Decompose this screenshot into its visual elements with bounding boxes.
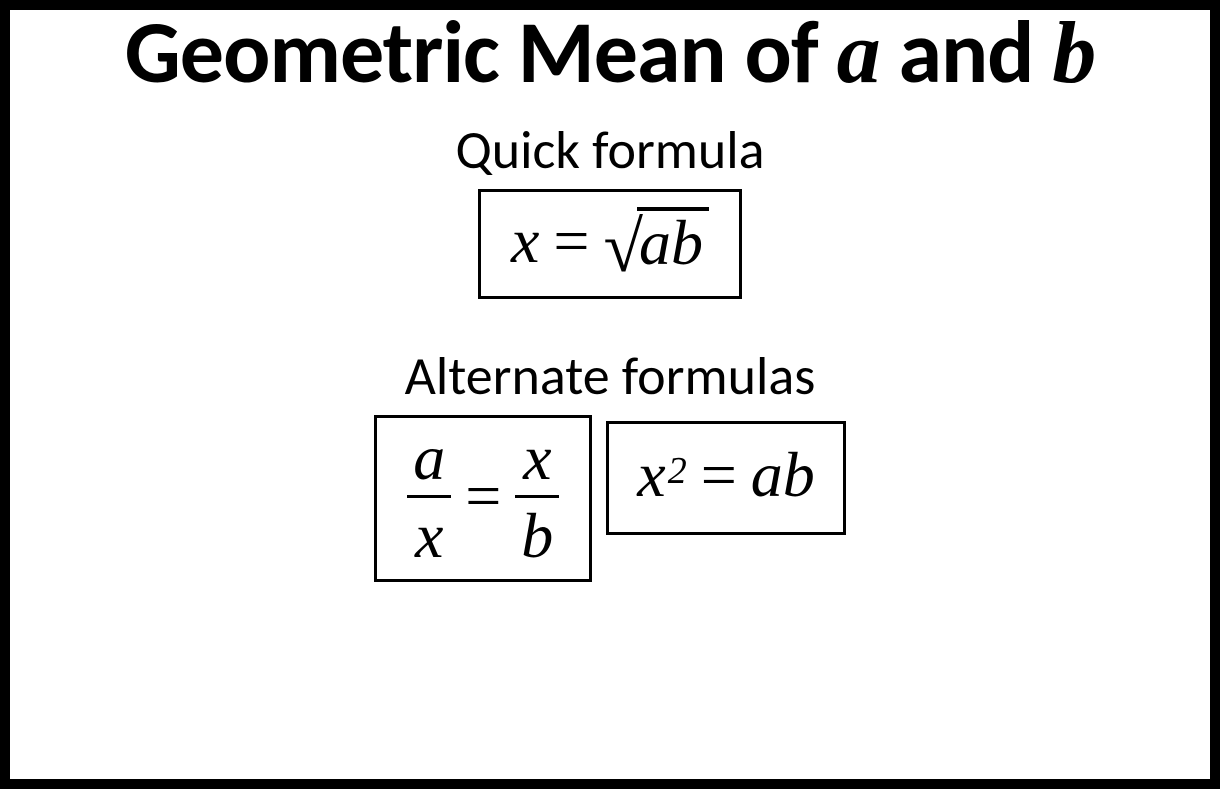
quick-lhs: x — [511, 204, 539, 278]
fraction-left-den: x — [409, 502, 449, 569]
squared-exponent: 2 — [668, 449, 687, 493]
fraction-left: a x — [407, 424, 451, 569]
card-container: Geometric Mean of a and b Quick formula … — [0, 0, 1220, 789]
title-joiner: and — [880, 0, 1053, 106]
fraction-bar-icon — [515, 495, 559, 498]
alternate-formulas-row: a x = x b x2 = ab — [374, 415, 846, 582]
quick-equals: = — [539, 204, 603, 278]
squared-formula-box: x2 = ab — [606, 421, 846, 535]
radicand: ab — [637, 207, 709, 275]
title-prefix: Geometric Mean of — [125, 0, 837, 106]
radical-icon: √ — [603, 222, 643, 272]
fraction-right-num: x — [517, 424, 557, 491]
proportion-equals: = — [451, 459, 515, 533]
page-title: Geometric Mean of a and b — [125, 4, 1096, 103]
squared-rhs: ab — [751, 438, 815, 512]
fraction-right: x b — [515, 424, 559, 569]
title-var-a: a — [837, 5, 880, 102]
fraction-left-num: a — [407, 424, 451, 491]
squared-equals: = — [687, 438, 751, 512]
title-var-b: b — [1052, 5, 1095, 102]
squared-base: x — [637, 438, 665, 512]
alternate-formulas-label: Alternate formulas — [405, 343, 816, 409]
proportion-formula-box: a x = x b — [374, 415, 592, 582]
quick-formula-label: Quick formula — [455, 117, 764, 183]
quick-formula-box: x = √ ab — [478, 189, 742, 299]
fraction-bar-icon — [407, 495, 451, 498]
fraction-right-den: b — [515, 502, 559, 569]
sqrt-expression: √ ab — [603, 207, 709, 275]
